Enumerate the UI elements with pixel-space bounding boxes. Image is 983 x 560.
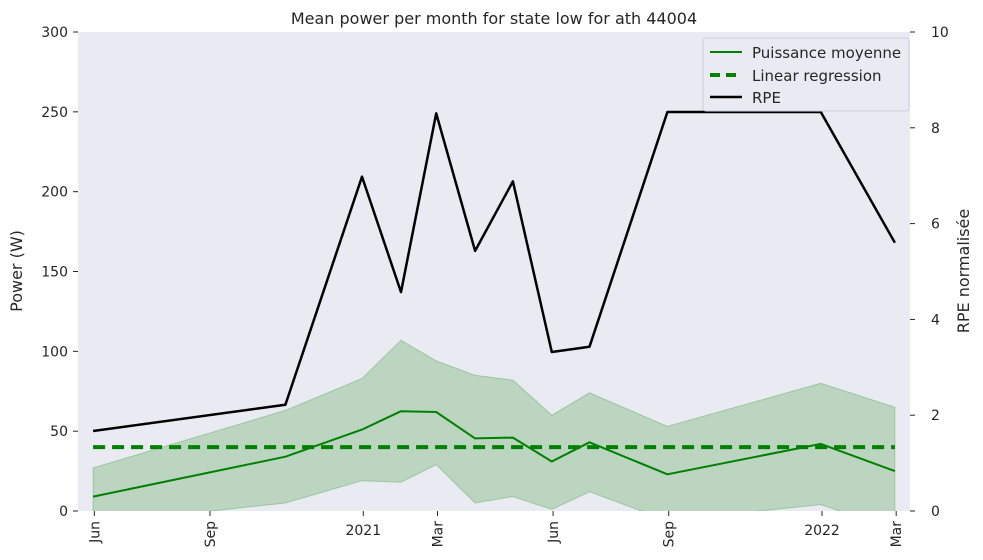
legend: Puissance moyenne Linear regression RPE — [702, 37, 910, 112]
x-tick-label: 2022 — [804, 523, 840, 539]
series-line-rpe — [92, 110, 896, 433]
y2-tick-label: 4 — [931, 312, 940, 328]
y2-axis-label: RPE normalisée — [954, 209, 973, 334]
axes: 0 50 100 150 200 250 300 0 2 4 6 8 10 Jun Sep 2021 Mar Ju… — [41, 25, 949, 547]
y2-tick-label: 10 — [931, 25, 949, 41]
x-tick-label: 2021 — [345, 523, 381, 539]
y2-tick-label: 2 — [931, 408, 940, 424]
x-tick-label: Sep — [662, 521, 678, 548]
plot-area — [92, 110, 896, 511]
y-axis-label: Power (W) — [7, 230, 26, 312]
y2-tick-label: 0 — [931, 504, 940, 520]
y-tick-label: 300 — [41, 25, 68, 41]
x-tick-label: Jun — [546, 521, 562, 544]
x-tick-label: Jun — [87, 521, 103, 544]
x-tick-label: Sep — [203, 521, 219, 548]
x-tick-label: Mar — [430, 521, 446, 548]
series-line-puissance — [92, 410, 896, 498]
y2-tick-label: 8 — [931, 121, 940, 137]
legend-label-rpe: RPE — [752, 89, 781, 107]
legend-label-regression: Linear regression — [752, 67, 882, 85]
y-tick-label: 150 — [41, 265, 68, 281]
y2-tick-label: 6 — [931, 217, 940, 233]
legend-box — [702, 37, 910, 112]
x-tick-label: Mar — [889, 521, 905, 548]
y-tick-label: 250 — [41, 105, 68, 121]
y-tick-label: 100 — [41, 344, 68, 360]
chart-title: Mean power per month for state low for a… — [291, 9, 697, 28]
legend-label-puissance: Puissance moyenne — [752, 44, 901, 62]
y-tick-label: 0 — [59, 504, 68, 520]
y-tick-label: 200 — [41, 185, 68, 201]
y-tick-label: 50 — [50, 424, 68, 440]
